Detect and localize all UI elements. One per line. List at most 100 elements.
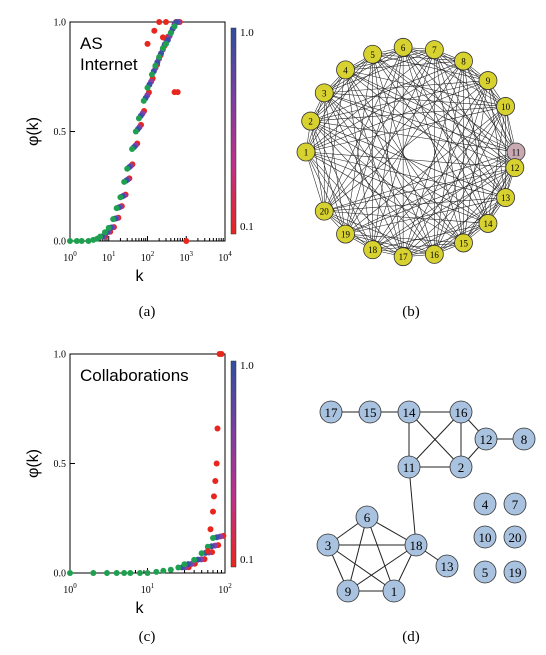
chart-1-green-point (160, 567, 167, 574)
network-b-node-label: 18 (368, 245, 378, 255)
chart-0-colorbar-bottom-label: 0.1 (240, 221, 254, 233)
chart-0-green-point (73, 238, 80, 244)
network-b-edge (324, 92, 515, 168)
chart-0-colorbar (230, 27, 237, 235)
network-d-node (435, 554, 459, 578)
chart-0-xlabel: k (136, 268, 145, 285)
network-d-node-label: 14 (403, 405, 417, 420)
network-d-node-label: 17 (325, 405, 339, 420)
network-b-edge (323, 69, 346, 212)
network-d-node (474, 427, 498, 451)
network-b-node (314, 201, 334, 221)
network-b-edge (403, 223, 489, 257)
network-b-edge (434, 197, 506, 255)
network-b-edge (463, 167, 516, 244)
network-b-edge (434, 61, 464, 255)
network-b-edge (305, 54, 373, 153)
network-d-node-label: 13 (441, 559, 454, 574)
network-d-node (503, 560, 527, 584)
network-b-edge (305, 151, 373, 250)
network-d-node (503, 492, 527, 516)
network-b-edge (310, 60, 464, 122)
network-b-node (336, 224, 355, 244)
network-b-edge (323, 92, 346, 235)
chart-0-green-point (129, 146, 136, 153)
network-d-node-label: 16 (455, 405, 469, 420)
network-b-edge (310, 47, 404, 122)
chart-0-green-point (167, 29, 174, 36)
network-b-edge (345, 69, 404, 257)
network-b-edge (402, 60, 464, 257)
network-b-node (336, 60, 355, 80)
network-b-node (505, 158, 525, 178)
network-d-node (355, 505, 379, 529)
chart-1-red-point (212, 478, 219, 485)
chart-0-red-point (151, 27, 158, 34)
chart-0-green-point (117, 194, 124, 201)
chart-1-green-point (113, 570, 120, 576)
chart-0-colorbar-top-label: 1.0 (240, 27, 254, 39)
network-b-node (496, 97, 516, 116)
network-b-node-label: 20 (320, 207, 330, 217)
network-b-edge (345, 69, 506, 107)
network-b-edge (463, 60, 517, 153)
network-b-edge (402, 47, 516, 168)
network-d-node-label: 12 (480, 432, 493, 447)
chart-0-green-point (162, 40, 169, 47)
network-b-node (363, 44, 383, 64)
network-b-edge (310, 54, 373, 122)
chart-1-xtick-label: 102 (218, 582, 232, 596)
network-b-edge (305, 80, 489, 153)
panel-label-b: (b) (402, 304, 420, 320)
network-b-node-label: 3 (322, 88, 327, 98)
network-b-node-label: 6 (401, 43, 406, 53)
chart-0-green-point (78, 238, 85, 244)
chart-0-ytick-label: 0.5 (54, 127, 67, 138)
chart-0-green-point (144, 84, 151, 91)
network-b-edge (372, 53, 489, 81)
network-b-edge (434, 49, 517, 153)
chart-0-green-point (132, 128, 139, 135)
chart-0-green-point (159, 45, 166, 52)
chart-1-ytick-label: 1.0 (54, 350, 67, 361)
chart-0-green-point (124, 165, 131, 172)
network-b-node-label: 1 (304, 148, 309, 158)
network-b-edge (305, 69, 346, 153)
network-b-edge (372, 167, 515, 250)
chart-0-green-point (85, 238, 92, 244)
chart-0-red-point (159, 34, 166, 41)
chart-1-red-point (210, 493, 217, 500)
network-b-edge (402, 47, 489, 224)
network-b-edge (372, 54, 517, 153)
network-b-node-label: 10 (501, 102, 511, 112)
chart-1-green-point (121, 570, 128, 576)
chart-1-colorbar-bottom-label: 0.1 (240, 554, 254, 566)
chart-1-ylabel: φ(k) (25, 449, 42, 478)
chart-1-green-point (144, 570, 151, 576)
network-b-edge (372, 54, 435, 255)
network-b-node-label: 12 (510, 163, 519, 173)
network-b-edge (310, 120, 346, 235)
chart-0-red-point (144, 40, 151, 47)
network-b-edge (324, 210, 404, 257)
network-b-edge (403, 47, 506, 107)
network-b-node-label: 11 (512, 148, 521, 158)
network-b-edge (310, 121, 325, 212)
network-b-edge (434, 80, 489, 255)
network-d-node-label: 4 (482, 497, 489, 512)
network-b-edge (372, 54, 489, 224)
network-b-edge (345, 60, 464, 235)
chart-0-green-point (171, 23, 178, 30)
network-b-edge (403, 197, 506, 257)
chart-0-ytick-label: 0.0 (54, 237, 67, 248)
network-b-edge (324, 92, 464, 244)
network-b-node (296, 142, 316, 162)
network-b-node (454, 51, 473, 71)
chart-0-green-point (140, 97, 147, 104)
network-d-node (336, 579, 360, 603)
network-b-edge (372, 54, 404, 257)
network-b-edge (345, 69, 506, 198)
network-b-edge (372, 242, 464, 251)
network-b-node-label: 7 (432, 45, 437, 55)
